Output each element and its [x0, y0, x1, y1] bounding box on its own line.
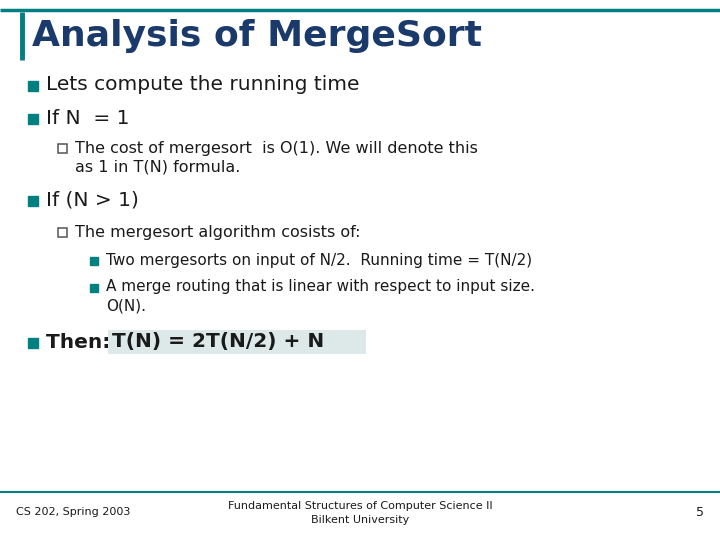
Text: Fundamental Structures of Computer Science II: Fundamental Structures of Computer Scien… — [228, 501, 492, 511]
Text: CS 202, Spring 2003: CS 202, Spring 2003 — [16, 507, 130, 517]
Text: Lets compute the running time: Lets compute the running time — [46, 76, 359, 94]
Text: Analysis of MergeSort: Analysis of MergeSort — [32, 19, 482, 53]
Text: as 1 in T(N) formula.: as 1 in T(N) formula. — [75, 159, 240, 174]
Bar — [58, 144, 67, 153]
Bar — [28, 338, 38, 348]
Bar — [90, 257, 98, 265]
Text: O(N).: O(N). — [106, 299, 146, 314]
Bar — [28, 196, 38, 206]
Bar — [58, 228, 67, 237]
Text: T(N) = 2T(N/2) + N: T(N) = 2T(N/2) + N — [112, 333, 324, 352]
Text: If (N > 1): If (N > 1) — [46, 191, 139, 210]
Text: Two mergesorts on input of N/2.  Running time = T(N/2): Two mergesorts on input of N/2. Running … — [106, 253, 532, 267]
Bar — [28, 81, 38, 91]
Bar — [108, 330, 366, 354]
Text: If N  = 1: If N = 1 — [46, 109, 130, 127]
Text: Then:: Then: — [46, 333, 117, 352]
Bar — [90, 284, 98, 292]
Bar — [28, 114, 38, 124]
Text: The mergesort algorithm cosists of:: The mergesort algorithm cosists of: — [75, 225, 361, 240]
Text: The cost of mergesort  is O(1). We will denote this: The cost of mergesort is O(1). We will d… — [75, 140, 478, 156]
Text: 5: 5 — [696, 505, 704, 518]
Text: Bilkent University: Bilkent University — [311, 515, 409, 525]
Text: A merge routing that is linear with respect to input size.: A merge routing that is linear with resp… — [106, 280, 535, 294]
